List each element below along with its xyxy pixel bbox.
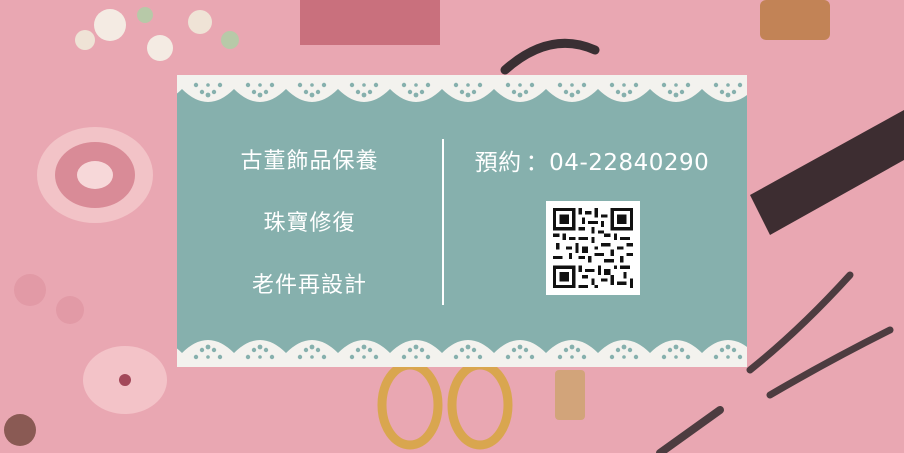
services-list: 古董飾品保養 珠寶修復 老件再設計 [177, 135, 442, 305]
thread-spool-icon [83, 346, 167, 414]
cylinder-icon [750, 110, 904, 235]
qr-code[interactable] [546, 201, 640, 295]
pliers-icon [656, 271, 894, 453]
wood-block-icon [555, 370, 585, 420]
flowers-icon [75, 7, 239, 61]
paper-box-icon [300, 0, 440, 45]
lace-border-top [177, 75, 747, 111]
vertical-divider [442, 139, 444, 305]
booking-phone[interactable]: 預約 ：04-22840290 [467, 143, 717, 177]
phone-number[interactable]: 04-22840290 [549, 150, 710, 176]
twine-spool-icon [37, 127, 153, 223]
lace-border-bottom [177, 331, 747, 367]
booking-separator: ： [525, 150, 550, 176]
booking-label: 預約 [474, 150, 522, 176]
service-jewelry-repair: 珠寶修復 [263, 211, 356, 236]
bead-strand-icon [4, 274, 84, 446]
service-redesign: 老件再設計 [251, 273, 367, 298]
pliers-top-icon [500, 38, 600, 75]
qr-code-icon [553, 208, 633, 288]
service-antique-jewelry-care: 古董飾品保養 [240, 149, 379, 174]
info-card: 古董飾品保養 珠寶修復 老件再設計 預約 ：04-22840290 [177, 75, 747, 367]
wood-piece-icon [760, 0, 830, 40]
